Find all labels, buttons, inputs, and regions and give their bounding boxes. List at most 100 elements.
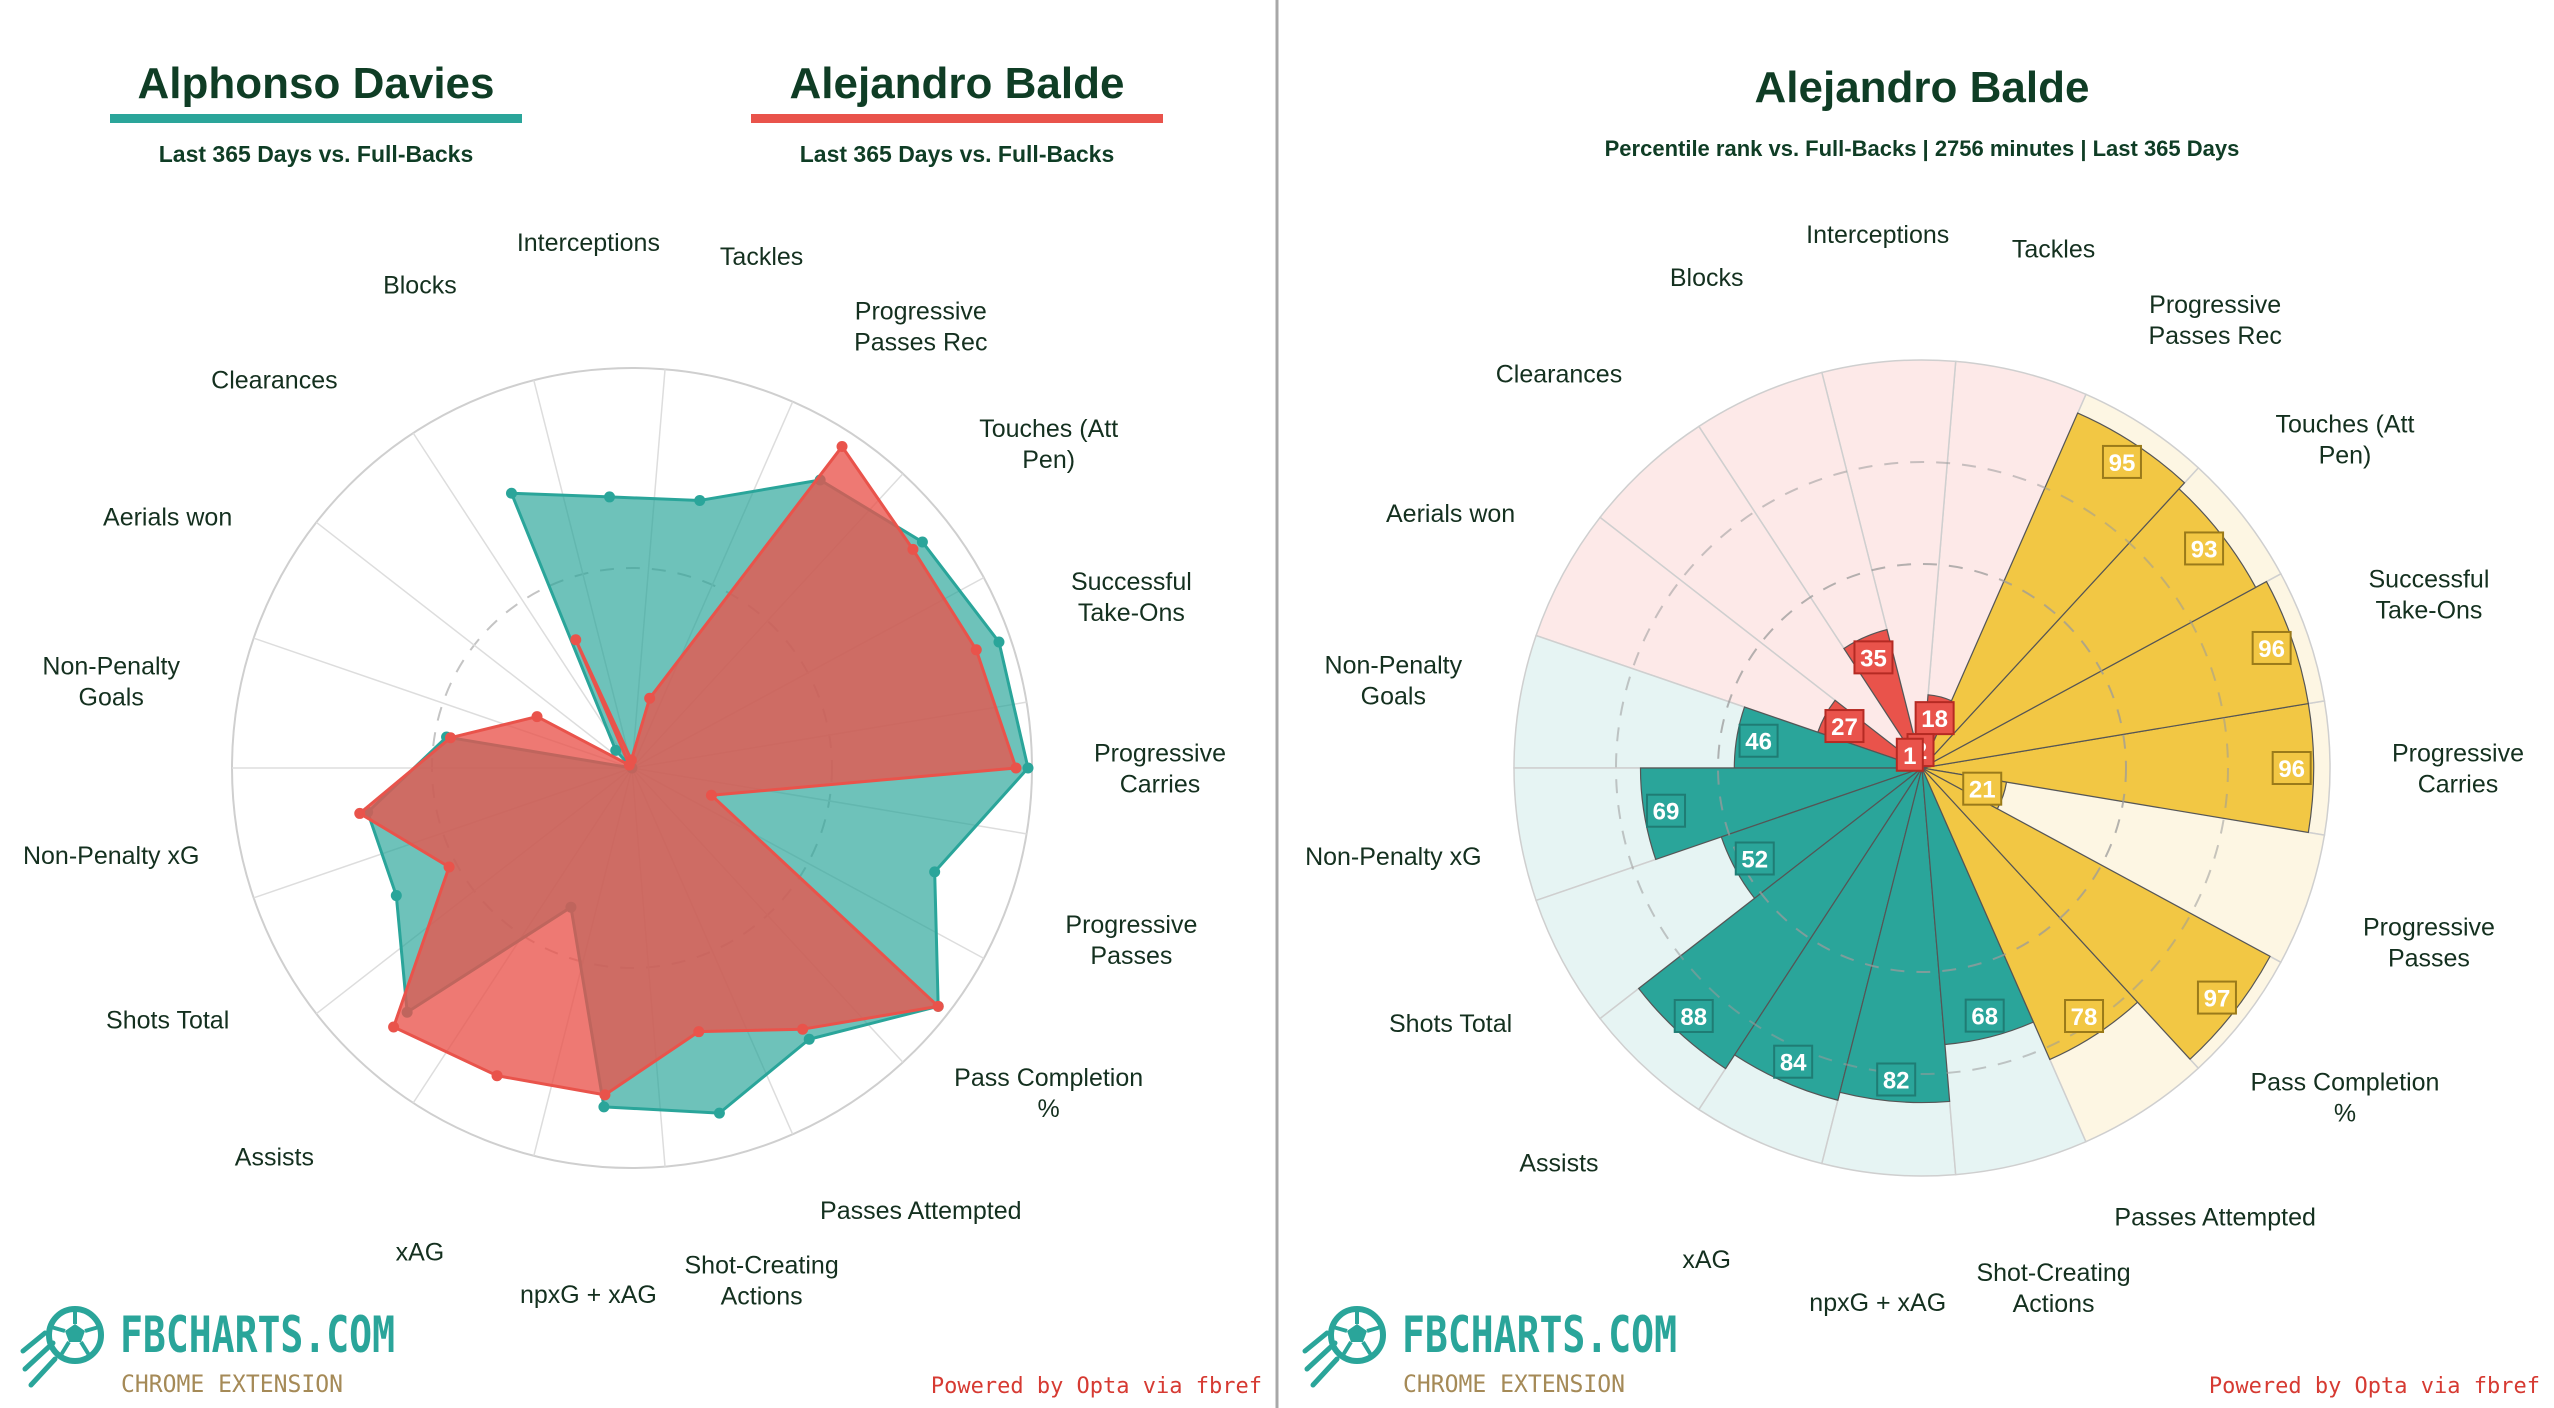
category-label-tackles: Tackles	[2012, 235, 2095, 263]
radar-point-shots-total	[443, 861, 455, 873]
polar-labels: Progressive Carries Successful Take-Ons Touc…	[1305, 221, 2524, 1318]
category-label-progressive-passes: Progressive Passes	[2363, 914, 2495, 973]
radar-point-shots-total	[390, 890, 402, 902]
value-badge-touches-att-pen	[2184, 531, 2225, 566]
radar-point-touches-att-pen	[916, 536, 928, 548]
value-badge-clearances	[1895, 737, 1924, 772]
polar-bg-sector-progressive-passes	[1921, 767, 2326, 964]
player1-subtitle: Last 365 Days vs. Full-Backs	[159, 141, 474, 167]
radar-area-alejandro-balde	[358, 445, 1018, 1097]
polar-bar-npxg-xag	[1839, 767, 1951, 1104]
radar-series-alejandro-balde	[354, 441, 1022, 1101]
soccer-ball-icon	[1302, 1306, 1386, 1388]
category-label-interceptions: Interceptions	[517, 229, 660, 257]
value-badge-xag	[1773, 1044, 1814, 1079]
radar-point-successful-take-ons	[970, 644, 982, 656]
radar-spoke	[315, 521, 633, 769]
category-label-progressive-passes: Progressive Passes	[1065, 911, 1197, 970]
radar-point-xag	[491, 1070, 503, 1082]
radar-labels: Progressive Carries Successful Take-Ons Touc…	[23, 229, 1226, 1311]
radar-spoke	[412, 432, 633, 769]
polar-bar-chart: 969693951823512746695288848268789721Prog…	[1305, 221, 2524, 1318]
category-label-progressive-carries: Progressive Carries	[2392, 740, 2524, 799]
data-credit-left: Powered by Opta via fbref	[931, 1374, 1262, 1399]
radar-point-pass-completion	[932, 1000, 944, 1012]
polar-bars	[1637, 412, 2315, 1104]
radar-chart: Progressive Carries Successful Take-Ons Touc…	[23, 229, 1226, 1311]
polar-value-labels: 969693951823512746695288848268789721	[1646, 444, 2312, 1097]
value-label-npxg-xag: 82	[1883, 1067, 1910, 1094]
category-label-shots-total: Shots Total	[106, 1006, 229, 1034]
category-label-aerials-won: Aerials won	[103, 504, 232, 532]
category-label-pass-completion: Pass Completion%	[954, 1064, 1143, 1123]
radar-point-clearances	[610, 744, 622, 756]
value-label-progressive-passes-rec: 95	[2109, 450, 2136, 477]
category-label-non-penalty-goals: Non-Penalty Goals	[1325, 651, 1463, 710]
value-badge-successful-take-ons	[2251, 630, 2292, 665]
polar-bar-successful-take-ons	[1921, 580, 2310, 769]
soccer-ball-icon	[20, 1306, 104, 1388]
category-label-shot-creating-actions: Shot-Creating Actions	[1976, 1259, 2130, 1318]
radar-point-passes-attempted	[797, 1023, 809, 1035]
category-label-non-penalty-xg: Non-Penalty xG	[23, 842, 199, 870]
value-label-assists: 88	[1680, 1004, 1707, 1031]
radar-point-non-penalty-xg	[354, 807, 366, 819]
category-label-progressive-passes-rec: Progressive Passes Rec	[2148, 291, 2281, 350]
value-label-successful-take-ons: 96	[2258, 636, 2285, 663]
right-chart-subtitle: Percentile rank vs. Full-Backs | 2756 mi…	[1605, 136, 2240, 161]
radar-point-npxg-xag	[598, 1101, 610, 1113]
radar-point-assists	[388, 1021, 400, 1033]
category-label-assists: Assists	[235, 1143, 314, 1171]
radar-point-non-penalty-goals	[445, 732, 457, 744]
value-label-passes-attempted: 78	[2071, 1004, 2098, 1031]
value-label-blocks: 35	[1860, 645, 1887, 672]
radar-point-tackles	[694, 494, 706, 506]
value-label-progressive-carries: 96	[2278, 756, 2305, 783]
polar-bg-sector-aerials-won	[1535, 516, 1923, 769]
radar-point-successful-take-ons	[993, 636, 1005, 648]
player2-subtitle: Last 365 Days vs. Full-Backs	[800, 141, 1115, 167]
category-label-progressive-passes-rec: Progressive Passes Rec	[854, 297, 987, 356]
value-badge-progressive-carries	[2271, 751, 2312, 785]
category-label-non-penalty-goals: Non-Penalty Goals	[42, 653, 180, 712]
radar-point-tackles	[644, 692, 656, 704]
value-label-tackles: 18	[1921, 706, 1948, 733]
polar-bg-sector-tackles	[1921, 360, 2087, 769]
brand-logo-right: FBCHARTS.COM CHROME EXTENSION	[1302, 1306, 1677, 1398]
polar-bar-xag	[1733, 767, 1923, 1101]
category-label-progressive-carries: Progressive Carries	[1094, 740, 1226, 799]
category-label-pass-completion: Pass Completion%	[2250, 1069, 2439, 1128]
value-label-progressive-passes: 21	[1969, 777, 1996, 804]
value-badge-assists	[1673, 998, 1714, 1033]
radar-point-blocks	[505, 487, 517, 499]
category-label-assists: Assists	[1519, 1149, 1598, 1177]
data-credit-right: Powered by Opta via fbref	[2209, 1374, 2540, 1399]
value-label-clearances: 1	[1903, 743, 1916, 770]
polar-mid-ring	[1717, 563, 2127, 973]
category-label-clearances: Clearances	[211, 367, 337, 395]
value-label-touches-att-pen: 93	[2191, 536, 2218, 563]
radar-point-progressive-carries	[1022, 762, 1034, 774]
radar-point-blocks	[570, 634, 582, 646]
polar-bar-non-penalty-xg	[1639, 767, 1923, 861]
radar-point-progressive-passes	[705, 789, 717, 801]
radar-point-interceptions	[604, 491, 616, 503]
value-label-shot-creating-actions: 68	[1971, 1004, 1998, 1031]
brand-title: FBCHARTS.COM	[120, 1306, 395, 1364]
radar-point-shot-creating-actions	[693, 1026, 705, 1038]
value-badge-tackles	[1914, 701, 1955, 736]
value-badge-non-penalty-goals	[1738, 723, 1779, 758]
value-badge-pass-completion	[2196, 980, 2237, 1015]
category-label-blocks: Blocks	[383, 271, 457, 299]
category-label-passes-attempted: Passes Attempted	[820, 1197, 1022, 1225]
radar-point-clearances	[623, 759, 635, 771]
category-label-npxg-xag: npxG + xAG	[1809, 1289, 1946, 1317]
value-label-pass-completion: 97	[2204, 986, 2231, 1013]
category-label-aerials-won: Aerials won	[1386, 500, 1515, 528]
category-label-clearances: Clearances	[1496, 361, 1622, 389]
value-badge-passes-attempted	[2064, 999, 2105, 1034]
radar-point-touches-att-pen	[907, 543, 919, 555]
value-badge-non-penalty-xg	[1646, 793, 1687, 828]
radar-point-progressive-passes-rec	[836, 441, 848, 453]
